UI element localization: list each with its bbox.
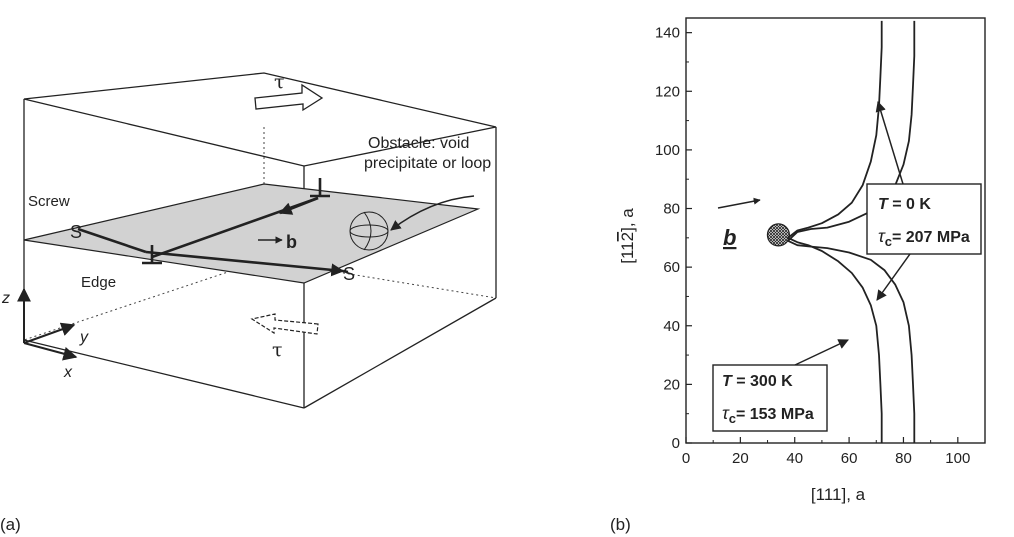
label-box-0K: T = 0 K τc= 207 MPa	[866, 183, 982, 255]
coordinate-axes	[17, 287, 78, 361]
obstacle-sphere	[349, 211, 389, 251]
shear-arrow-bottom	[250, 313, 319, 335]
y-tick-label-0: 0	[672, 435, 680, 452]
axis-y-label: y	[79, 329, 89, 346]
axis-x-label: x	[63, 364, 73, 381]
svg-text:τc= 207 MPa: τc= 207 MPa	[878, 226, 970, 249]
y-tick-label-3: 60	[663, 259, 680, 276]
s-right-label: S	[343, 264, 355, 284]
panel-a-diagram: b τ τ Obstacle: void precipitate or loop…	[0, 71, 497, 534]
plot-frame	[685, 17, 986, 444]
crystal-box	[23, 72, 497, 409]
x-tick-label-5: 100	[945, 450, 970, 467]
burgers-arrow-b	[717, 197, 761, 209]
y-tick-label-4: 80	[663, 201, 680, 218]
obstacle-void	[766, 223, 791, 247]
obstacle-label-line1: Obstacle: void	[368, 135, 469, 152]
pointer-300K	[794, 339, 849, 366]
svg-text:T = 0 K: T = 0 K	[878, 196, 931, 213]
y-tick-label-7: 140	[655, 25, 680, 42]
dislocation-loop	[77, 196, 349, 277]
y-tick-label-1: 20	[663, 376, 680, 393]
edge-label: Edge	[81, 274, 116, 291]
screw-label: Screw	[28, 193, 70, 210]
x-tick-label-4: 80	[895, 450, 912, 467]
y-tick-label-5: 100	[655, 142, 680, 159]
burgers-label-b: b	[723, 225, 736, 250]
svg-text:T = 300 K: T = 300 K	[722, 373, 793, 390]
y-tick-label-6: 120	[655, 83, 680, 100]
burgers-label-a: b	[286, 232, 297, 252]
x-tick-label-2: 40	[786, 450, 803, 467]
chart-layer: 0 20 40 60 80 100 0 20 40 60 80 100 120 140	[655, 20, 970, 467]
tau-top-label: τ	[274, 71, 285, 93]
pointer-0K-upper	[875, 100, 904, 185]
obstacle-pointer	[390, 195, 475, 231]
svg-text:τc= 153 MPa: τc= 153 MPa	[722, 403, 814, 426]
obstacle-label-line2: precipitate or loop	[364, 155, 491, 172]
panel-b-label: (b)	[610, 515, 631, 534]
x-tick-label-1: 20	[732, 450, 749, 467]
x-axis-label: [111], a	[811, 485, 866, 504]
x-tick-label-3: 60	[841, 450, 858, 467]
edge-dislocation-symbols	[142, 178, 330, 265]
axis-z-label: z	[1, 290, 10, 307]
glide-plane	[23, 183, 481, 284]
s-left-label: S	[70, 222, 82, 242]
panel-a-label: (a)	[0, 515, 21, 534]
x-tick-label-0: 0	[682, 450, 690, 467]
y-tick-label-2: 40	[663, 318, 680, 335]
tau-bottom-label: τ	[272, 339, 283, 361]
shear-arrow-top	[254, 83, 324, 112]
label-box-300K: T = 300 K τc= 153 MPa	[712, 364, 828, 432]
pointer-0K-lower	[876, 253, 911, 301]
y-axis-label: [112], a	[618, 208, 637, 264]
